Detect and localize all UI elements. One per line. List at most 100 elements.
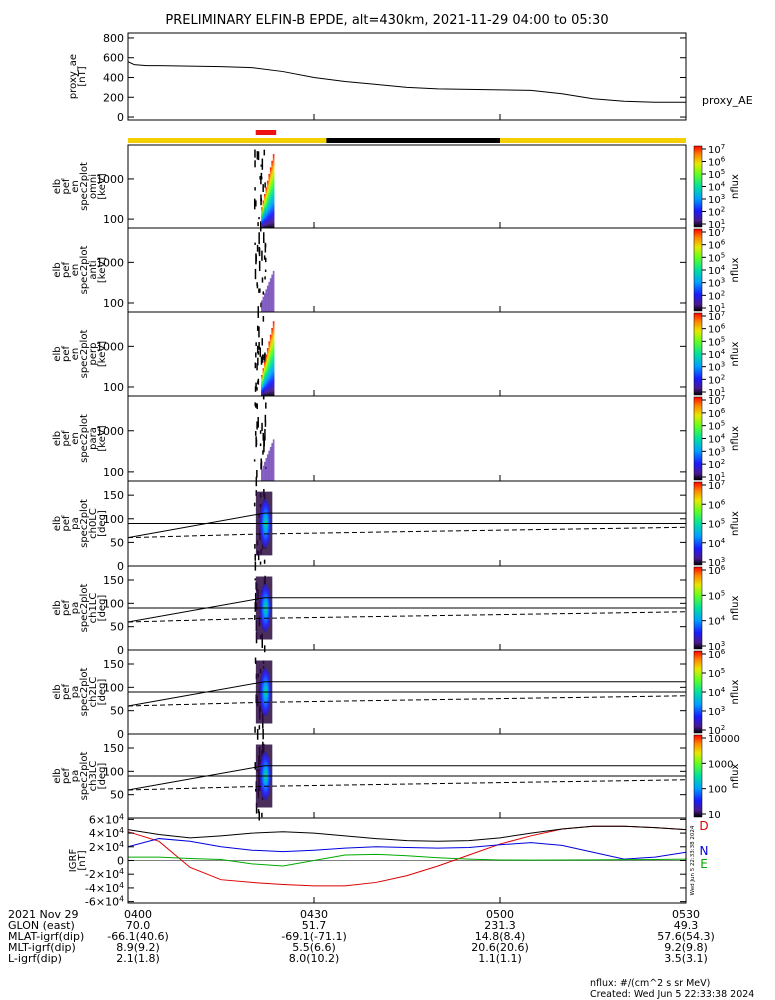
y-axis-label: [nT] [77, 850, 88, 870]
colorbar-scale [693, 145, 703, 228]
colorbar-scale [693, 566, 703, 650]
colorbar-tick-label: 107 [708, 394, 725, 407]
spectrum-column [263, 461, 266, 481]
spectrum-pixel [256, 470, 258, 478]
created-note: Created: Wed Jun 5 22:33:38 2024 [590, 989, 754, 1000]
science-zone-marker [255, 130, 277, 135]
spectrum-column [269, 167, 272, 228]
y-tick-label: 100 [103, 765, 124, 778]
orbit-value: 8.0(10.2) [289, 952, 340, 965]
y-axis-label: en [70, 348, 81, 361]
panel-elb_pef_pa_spec2plot_ch1LC: 103 104 105 106 nflux 0 50 100 150 elbpefpaspec2p… [52, 564, 741, 657]
proxy-ae-line [127, 61, 686, 103]
spectrum-pixel [255, 802, 258, 814]
y-axis-label: elb [52, 346, 63, 361]
y-axis-label: [keV] [97, 341, 108, 367]
spectrum-pixel [262, 432, 264, 441]
colorbar-tick-label: 103 [708, 277, 725, 290]
spectrum-column [265, 289, 268, 312]
spectrum-column [265, 458, 268, 481]
y-tick-label: 1000 [96, 340, 124, 353]
colorbar-scale [693, 228, 703, 312]
spectrum-column [262, 465, 265, 481]
y-tick-label: 150 [103, 742, 124, 755]
spectrum-column [261, 207, 263, 228]
colorbar-tick-label: 102 [708, 724, 725, 737]
colorbar-label: nflux [730, 511, 741, 536]
colorbar-tick-label: 105 [708, 251, 725, 264]
spectrum-pixel [257, 357, 259, 366]
y-axis-label: en [70, 432, 81, 445]
orbit-time-label: 0500 [486, 908, 514, 921]
spectrum-pixel [254, 657, 257, 664]
loss-cone-line [127, 512, 686, 539]
spectrum-pixel [257, 380, 259, 384]
colorbar: 102 103 104 105 106 nflux [693, 648, 741, 737]
colorbar-tick-label: 106 [708, 498, 726, 511]
spectrum-pixel [257, 351, 260, 355]
orbit-time-label: 0530 [672, 908, 700, 921]
spectrum-pixel [256, 325, 259, 331]
orbit-value: 14.8(8.4) [475, 930, 526, 943]
colorbar-tick-label: 103 [708, 193, 725, 206]
spectrum-column [266, 454, 269, 481]
panel-frame [127, 395, 687, 482]
spectrum-column [268, 281, 271, 312]
y-axis-label: anti [88, 260, 99, 279]
panel-elb_pef_pa_spec2plot_ch2LC: 102 103 104 105 106 nflux 0 50 100 150 elbpefpaspe… [52, 648, 741, 741]
orbit-row-label: 2021 Nov 29 [8, 908, 78, 921]
orbit-value: 9.2(9.8) [664, 941, 708, 954]
spectrum-pixel [264, 242, 267, 253]
spectrum-pixel [260, 221, 262, 232]
spectrum-pixel [261, 812, 263, 818]
y-axis-label: pef [61, 262, 72, 279]
colorbar-tick-label: 101 [708, 302, 725, 315]
spectrum-pixel [261, 250, 263, 261]
spectrum-pixel [254, 386, 257, 392]
spectrum-pixel [262, 450, 264, 455]
y-tick-label: 100 [103, 297, 124, 310]
colorbar-tick-label: 107 [708, 226, 725, 239]
y-axis-label: en [70, 180, 81, 193]
colorbar-scale [693, 312, 703, 396]
y-axis-label: [keV] [97, 257, 108, 283]
y-axis-label: ch1LC [88, 593, 99, 624]
colorbar-tick-label: 103 [708, 556, 725, 569]
colorbar-tick-label: 104 [708, 264, 726, 277]
y-tick-label: 50 [110, 536, 124, 549]
spectrum-pixel [263, 149, 266, 156]
spectrum-pixel [257, 809, 260, 814]
spectrum-pixel [256, 284, 259, 289]
y-axis-label: spec2plot [79, 246, 90, 295]
y-axis-label: [keV] [97, 425, 108, 451]
panel-frame [127, 227, 687, 313]
spectrum-pixel [254, 160, 256, 168]
orbit-time-label: 0400 [124, 908, 152, 921]
loss-cone-line [127, 597, 686, 623]
colorbar-tick-label: 104 [708, 686, 726, 699]
y-axis-label: elb [52, 179, 63, 194]
spectrum-pixel [255, 402, 257, 408]
spectrum-pixel [256, 151, 259, 160]
colorbar-tick-label: 103 [708, 640, 725, 653]
y-axis-label: omni [88, 174, 99, 199]
spectrum-pixel [255, 342, 257, 347]
orbit-value: 57.6(54.3) [657, 930, 715, 943]
spectrum-pixel [254, 602, 257, 612]
spectrum-pixel [263, 238, 265, 243]
spectrum-pixel [263, 255, 266, 260]
y-tick-label: 0 [117, 111, 124, 124]
y-tick-label: 100 [103, 213, 124, 226]
panel-frame [127, 144, 687, 229]
spectrum-pixel [257, 222, 259, 227]
spectrum-pixel [254, 726, 256, 733]
igrf-series-label: D [699, 819, 708, 833]
spectrum-pixel [263, 559, 266, 564]
colorbar-scale [693, 734, 703, 818]
orbit-row-label: L-igrf(dip) [8, 952, 62, 965]
spectrum-pixel [260, 172, 263, 179]
spectrum-column [263, 361, 266, 396]
spectrum-column [262, 296, 265, 312]
spectrum-column [266, 180, 269, 228]
